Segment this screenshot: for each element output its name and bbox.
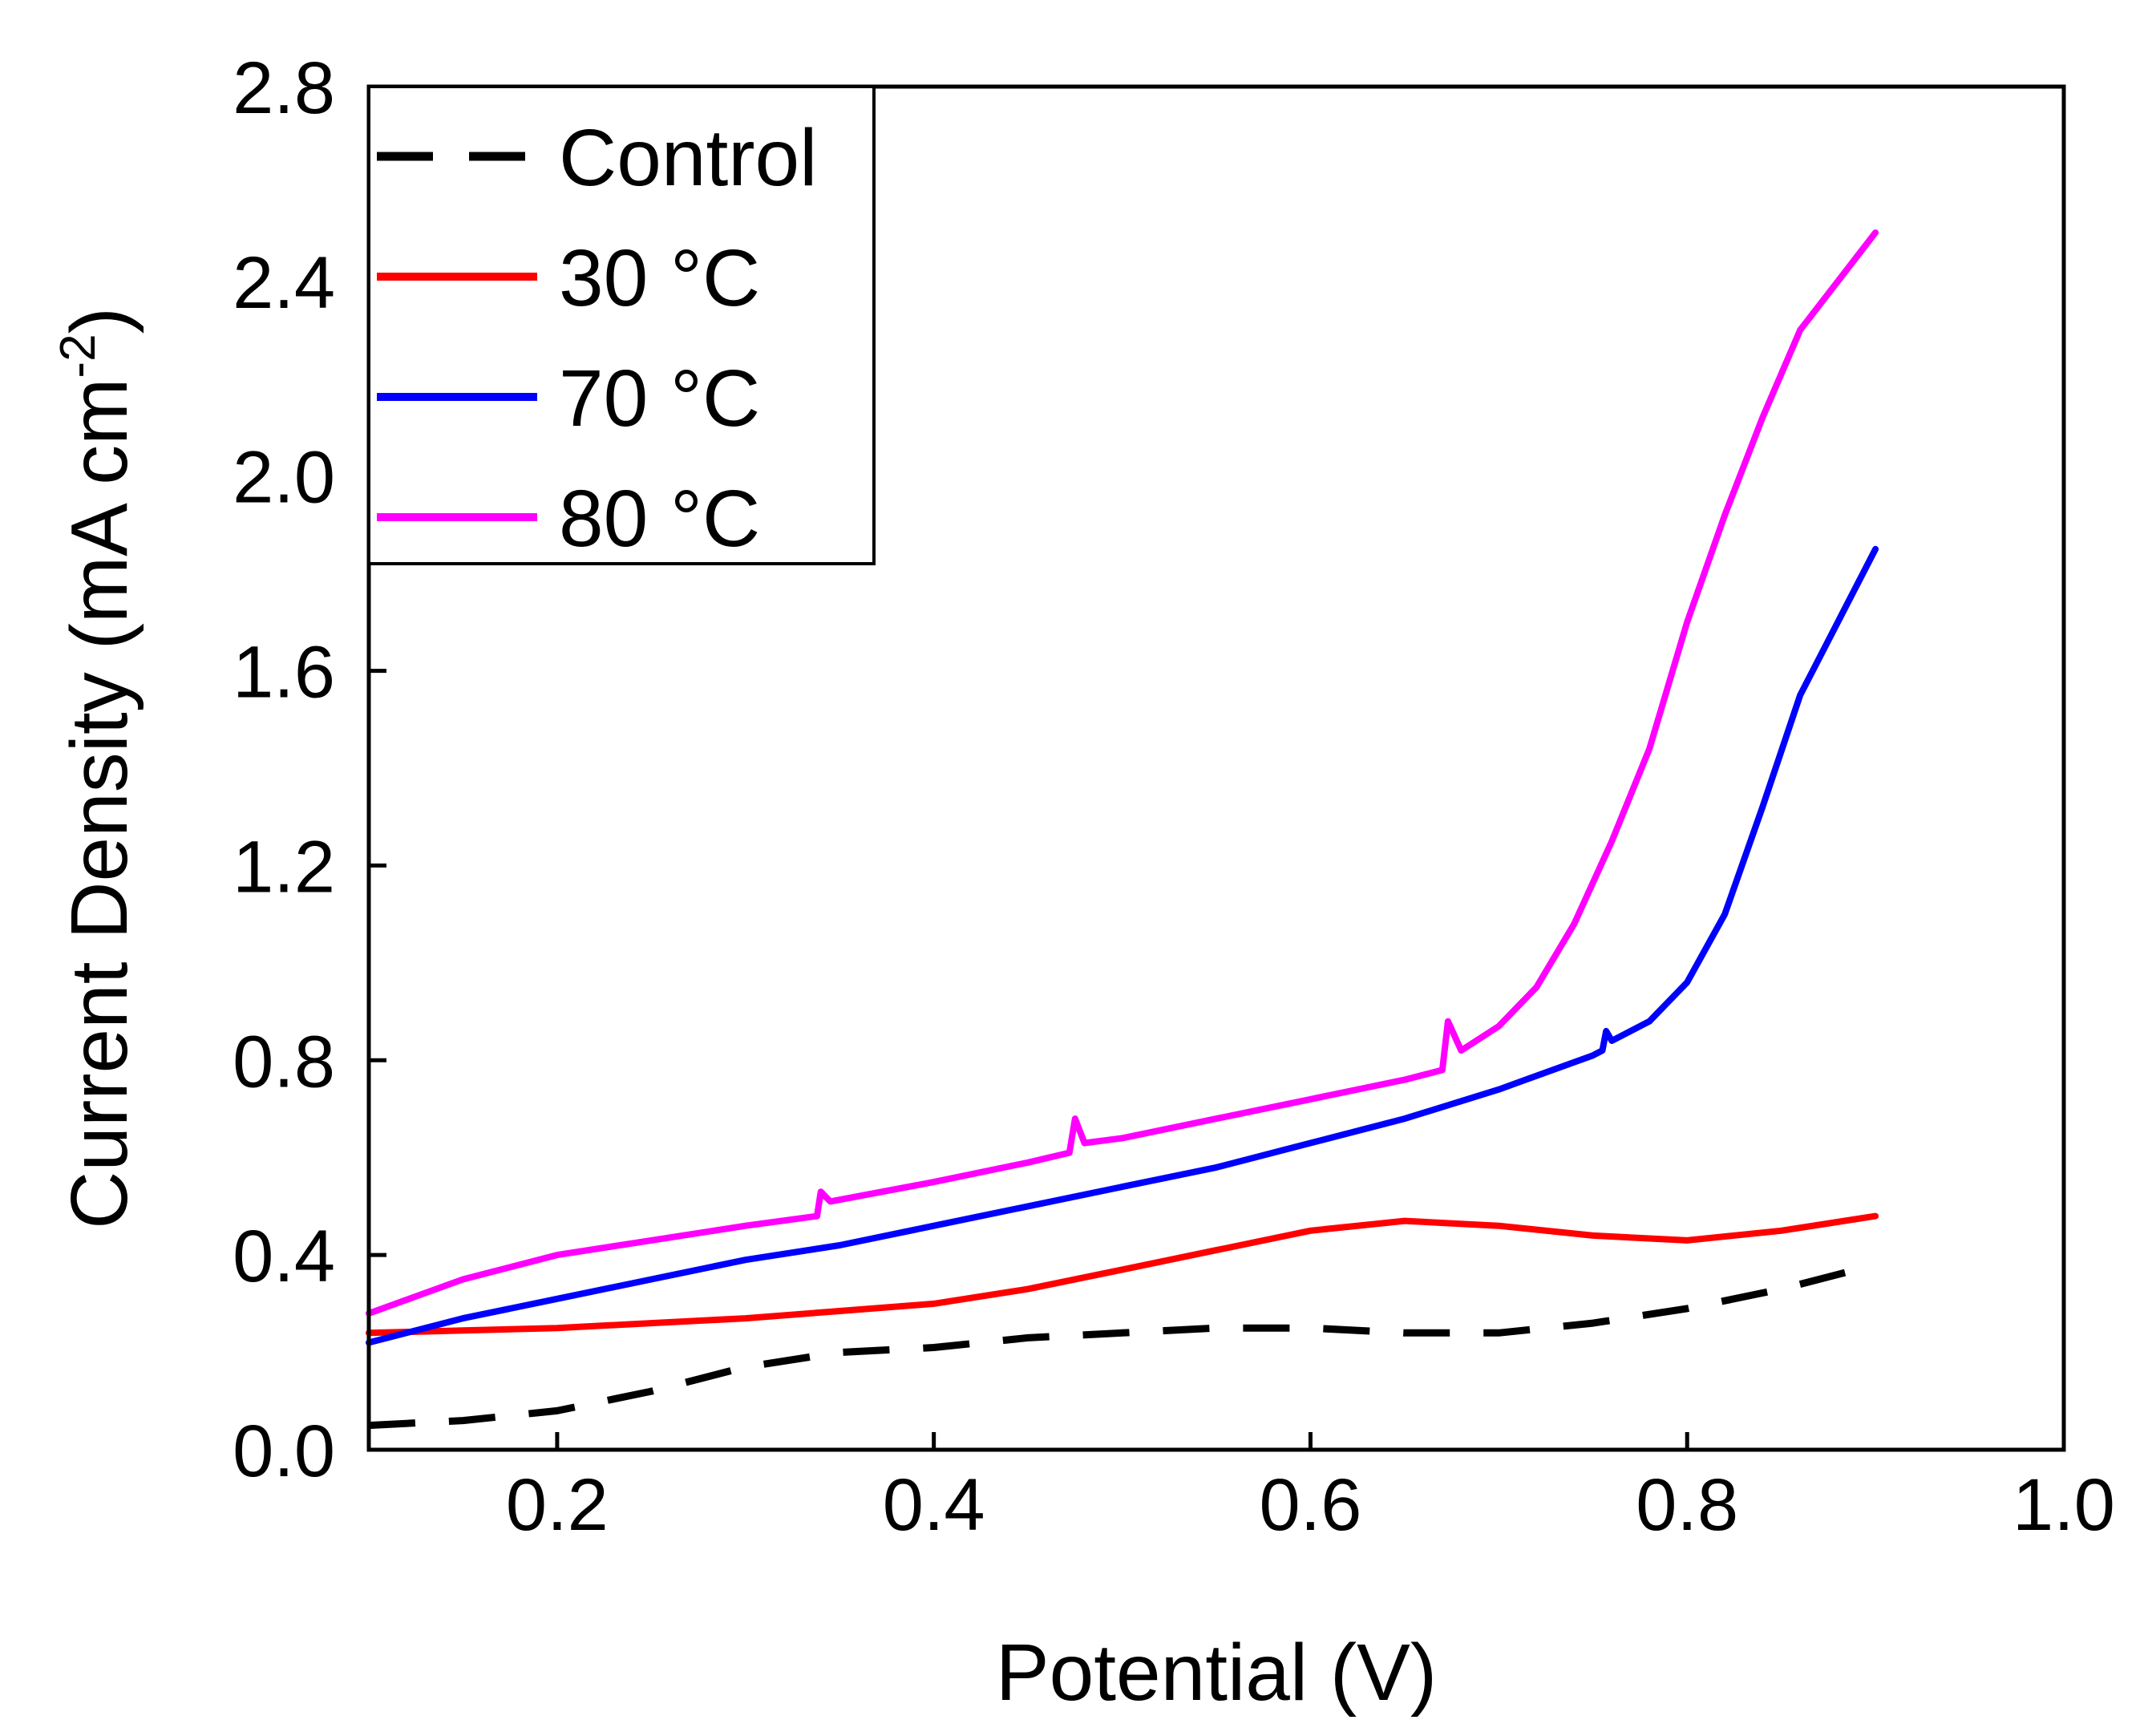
series-line-80-c (366, 229, 1879, 1317)
y-tick-label: 0.8 (233, 1021, 335, 1103)
x-tick-label: 0.4 (883, 1464, 985, 1546)
y-tick-label: 2.8 (233, 47, 335, 129)
series-line-30-c (366, 1212, 1879, 1337)
plot-frame (366, 84, 2066, 1452)
y-tick-label: 0.4 (233, 1216, 335, 1297)
y-axis-label: Current Density (mA cm-2) (51, 307, 144, 1229)
legend-items: Control 30 °C 70 °C 80 °C (377, 113, 817, 564)
y-tick-label: 0.0 (233, 1410, 335, 1492)
y-tick-label: 1.2 (233, 826, 335, 908)
y-tick-label: 2.0 (233, 437, 335, 519)
x-axis-label: Potential (V) (996, 1628, 1437, 1718)
legend-label-30-c: 30 °C (559, 233, 760, 323)
x-tick-label: 0.2 (506, 1464, 609, 1546)
y-axis: 0.0 0.4 0.8 1.2 1.6 2.0 2.4 2.8 (233, 47, 386, 1492)
legend: Control 30 °C 70 °C 80 °C (367, 85, 876, 565)
y-tick-label: 2.4 (233, 242, 335, 324)
y-tick-label: 1.6 (233, 632, 335, 714)
legend-label-70-c: 70 °C (559, 354, 760, 443)
legend-box (367, 85, 876, 565)
y-axis-label-superscript: -2 (51, 334, 106, 378)
legend-label-80-c: 80 °C (559, 474, 760, 564)
legend-label-control: Control (559, 113, 817, 203)
x-tick-label: 0.8 (1636, 1464, 1738, 1546)
y-axis-label-close: ) (55, 307, 144, 334)
series-layer (366, 229, 1879, 1430)
series-line-control (368, 1261, 1877, 1430)
x-tick-label: 1.0 (2012, 1464, 2115, 1546)
series-line-70-c (366, 545, 1879, 1346)
y-axis-label-main: Current Density (mA cm (55, 378, 144, 1229)
x-axis: 0.2 0.4 0.6 0.8 1.0 (506, 1432, 2115, 1546)
x-tick-label: 0.6 (1259, 1464, 1361, 1546)
